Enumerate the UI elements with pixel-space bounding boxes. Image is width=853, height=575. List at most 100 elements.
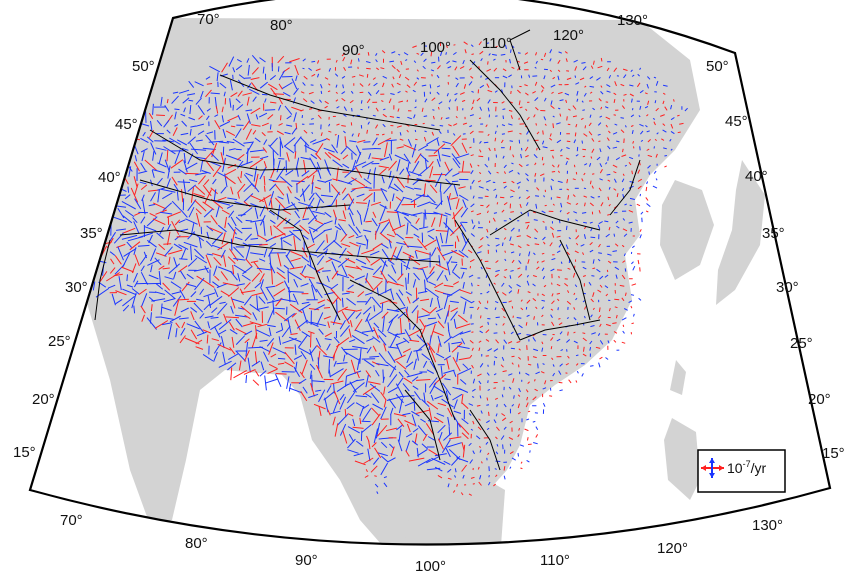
strain-symbol (217, 329, 227, 335)
strain-symbol (293, 236, 297, 251)
land-mass-taiwan (670, 360, 686, 395)
strain-symbol (402, 412, 411, 416)
strain-symbol (355, 402, 364, 408)
strain-symbol (508, 217, 512, 221)
strain-symbol (68, 188, 76, 204)
strain-symbol (142, 131, 146, 137)
strain-symbol (302, 218, 310, 221)
strain-symbol (178, 244, 189, 250)
strain-symbol (495, 474, 498, 478)
strain-symbol (237, 160, 244, 169)
strain-symbol (614, 243, 619, 247)
strain-symbol (413, 397, 416, 411)
strain-symbol (249, 321, 262, 326)
strain-symbol (241, 274, 251, 281)
strain-symbol (208, 140, 224, 143)
strain-symbol (195, 339, 203, 345)
strain-symbol (417, 342, 427, 352)
strain-symbol (541, 347, 544, 352)
strain-symbol (228, 353, 239, 361)
strain-symbol (565, 161, 568, 166)
strain-symbol (543, 97, 547, 102)
strain-symbol (458, 194, 469, 201)
strain-symbol (261, 122, 269, 127)
strain-symbol (160, 316, 174, 320)
strain-symbol (250, 252, 264, 256)
strain-symbol (301, 170, 310, 177)
strain-symbol (264, 378, 279, 384)
strain-symbol (240, 305, 252, 316)
fault-line (454, 219, 601, 341)
strain-symbol (174, 219, 181, 226)
strain-symbol (385, 427, 398, 432)
strain-symbol (342, 84, 344, 89)
strain-symbol (541, 89, 544, 93)
strain-symbol (589, 202, 594, 207)
strain-symbol (372, 137, 378, 146)
strain-symbol (328, 123, 331, 127)
strain-symbol (267, 324, 276, 328)
strain-symbol (283, 264, 290, 270)
strain-symbol (207, 295, 212, 309)
strain-symbol (502, 370, 507, 373)
strain-symbol (526, 234, 532, 239)
strain-symbol (488, 474, 490, 478)
strain-symbol (92, 264, 97, 271)
strain-symbol (322, 283, 333, 290)
strain-symbol (607, 253, 612, 256)
strain-symbol (294, 196, 301, 201)
strain-symbol (277, 55, 285, 64)
strain-symbol (414, 129, 417, 133)
strain-symbol (407, 296, 411, 304)
strain-symbol (210, 187, 218, 195)
strain-symbol (171, 220, 180, 235)
strain-symbol (566, 300, 572, 305)
strain-symbol (210, 92, 220, 95)
strain-symbol (138, 288, 147, 296)
strain-symbol (495, 316, 500, 319)
strain-symbol (194, 255, 208, 264)
strain-symbol (200, 160, 204, 172)
strain-symbol (486, 210, 489, 214)
strain-symbol (472, 420, 475, 425)
lat-label-left: 15° (13, 444, 36, 461)
strain-symbol (575, 202, 579, 206)
strain-symbol (332, 416, 336, 426)
strain-symbol (336, 106, 340, 109)
strain-symbol (604, 106, 609, 109)
strain-symbol (592, 259, 595, 264)
strain-symbol (377, 288, 392, 296)
strain-symbol (220, 271, 229, 281)
strain-symbol (190, 245, 193, 261)
strain-symbol (469, 125, 473, 128)
strain-symbol (387, 457, 396, 463)
strain-symbol (301, 247, 308, 258)
strain-symbol (660, 114, 665, 117)
strain-symbol (427, 317, 437, 320)
strain-symbol (412, 427, 419, 433)
strain-symbol (75, 219, 84, 225)
strain-symbol (324, 100, 329, 105)
strain-symbol (382, 123, 386, 128)
lat-label-left: 30° (65, 279, 88, 296)
strain-symbol (525, 221, 530, 224)
strain-symbol (471, 282, 473, 287)
strain-symbol (283, 145, 295, 154)
strain-symbol (228, 287, 240, 297)
strain-symbol (197, 130, 205, 135)
strain-symbol (343, 66, 347, 72)
strain-symbol (166, 149, 169, 162)
strain-symbol (542, 236, 546, 241)
strain-symbol (518, 427, 521, 431)
strain-symbol (315, 240, 325, 253)
strain-symbol (426, 369, 434, 374)
strain-symbol (357, 245, 361, 258)
strain-symbol (403, 377, 413, 384)
strain-symbol (244, 314, 251, 320)
strain-symbol (77, 183, 83, 197)
strain-symbol (589, 85, 595, 88)
strain-symbol (370, 392, 380, 404)
strain-symbol (412, 297, 420, 304)
strain-symbol (270, 225, 273, 236)
strain-symbol (533, 154, 538, 159)
